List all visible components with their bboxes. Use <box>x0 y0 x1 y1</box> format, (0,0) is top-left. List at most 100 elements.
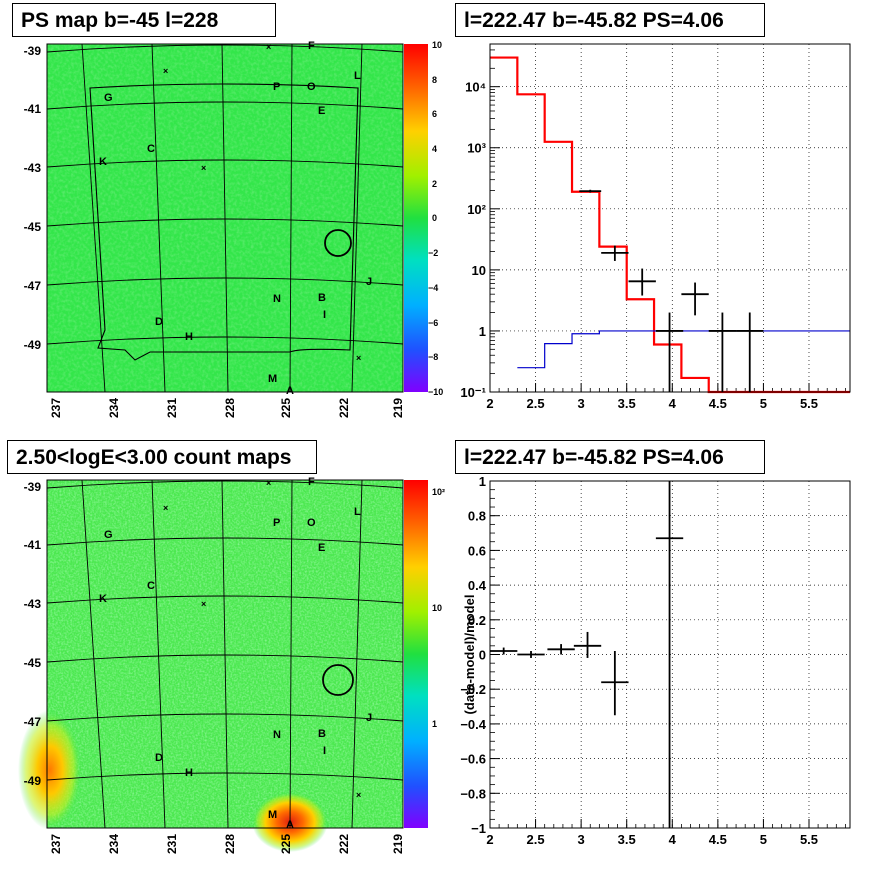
source-letter: I <box>323 309 326 321</box>
count-map-xtick: 219 <box>391 834 405 854</box>
y-tick-label: 10³ <box>467 141 486 156</box>
y-tick-label: 1 <box>479 324 486 339</box>
x-tick-label: 2 <box>486 832 493 847</box>
colorbar-bottom-labels: 10² 10 1 <box>432 487 445 729</box>
x-tick-label: 4 <box>669 832 677 847</box>
count-map-source-letters: F L P O G E C K J N B I D H M A <box>99 476 372 831</box>
ps-map-frame <box>46 43 404 393</box>
source-letter: L <box>354 506 361 518</box>
ps-map-ytick: -39 <box>24 44 42 58</box>
source-letter: B <box>318 728 326 740</box>
source-letter: I <box>323 745 326 757</box>
ps-map-xtick: 234 <box>107 398 121 418</box>
source-letter: G <box>104 92 113 104</box>
count-map-hotspot-edge <box>18 710 82 830</box>
source-letter: D <box>155 316 163 328</box>
histogram-step-line <box>490 56 850 394</box>
x-tick-label: 2.5 <box>527 396 545 411</box>
colorbar-top-label: 2 <box>432 179 437 189</box>
map-title-top: PS map b=-45 l=228 <box>12 3 276 37</box>
count-map-ytick: -41 <box>24 538 42 552</box>
colorbar-bottom-label: 10 <box>432 603 442 613</box>
source-letter: N <box>273 293 281 305</box>
source-letter: F <box>308 40 315 52</box>
ps-map-xtick: 231 <box>165 398 179 418</box>
source-letter: J <box>366 712 372 724</box>
ps-map-ytick: -45 <box>24 220 42 234</box>
source-letter: O <box>307 517 316 529</box>
residual-chart: 2 2.5 3 3.5 4 4.5 5 5.5 −1 −0.8 −0.6 −0.4 −0.2 0 0.2 0.… <box>460 474 851 847</box>
map-x-markers: × × × × × × × × <box>163 42 361 800</box>
count-map-xtick: 222 <box>337 834 351 854</box>
y-tick-label: 0.6 <box>468 543 486 558</box>
spectrum-title: l=222.47 b=-45.82 PS=4.06 <box>455 3 765 37</box>
source-letter: O <box>307 81 316 93</box>
count-map-ytick: -49 <box>24 774 42 788</box>
x-tick-label: 5.5 <box>800 396 818 411</box>
y-tick-label: −0.8 <box>460 786 486 801</box>
source-letter: N <box>273 729 281 741</box>
ps-map-ytick: -41 <box>24 102 42 116</box>
colorbar-top-label: 10 <box>432 40 442 50</box>
colorbar-top-label: −8 <box>428 352 438 362</box>
colorbar-top-label: 8 <box>432 75 437 85</box>
y-tick-label: 0.4 <box>468 578 487 593</box>
ps-map-y-ticks: -39 -41 -43 -45 -47 -49 <box>24 44 42 352</box>
source-letter: C <box>147 143 155 155</box>
x-tick-label: 4.5 <box>709 396 727 411</box>
ps-map-graticule <box>47 44 403 392</box>
y-tick-label: −0.4 <box>460 717 486 732</box>
y-tick-label: 10² <box>467 202 486 217</box>
y-tick-label: 10 <box>472 263 486 278</box>
source-letter: B <box>318 292 326 304</box>
y-tick-label: −1 <box>471 821 486 836</box>
source-letter: A <box>286 385 294 397</box>
x-tick-label: 4 <box>669 396 677 411</box>
x-tick-label: 3 <box>578 832 585 847</box>
histogram-step-line <box>517 330 850 369</box>
count-map-xtick: 237 <box>49 834 63 854</box>
count-map-xtick: 234 <box>107 834 121 854</box>
colorbar-top-label: −6 <box>428 318 438 328</box>
y-tick-label: 0.8 <box>468 509 486 524</box>
y-tick-label: 0 <box>479 648 486 663</box>
ps-map-ytick: -49 <box>24 338 42 352</box>
ps-map-ytick: -43 <box>24 161 42 175</box>
plot-frame <box>489 480 851 829</box>
x-marker: × <box>266 42 271 52</box>
ps-map-ytick: -47 <box>24 279 42 293</box>
x-marker: × <box>163 66 168 76</box>
colorbar-top-label: −10 <box>428 387 443 397</box>
x-marker: × <box>201 599 206 609</box>
source-letter: H <box>185 767 193 779</box>
source-letter: A <box>286 819 294 831</box>
x-marker: × <box>201 163 206 173</box>
count-map-panel <box>18 479 404 852</box>
ps-map-x-ticks: 237 234 231 228 225 222 219 <box>49 398 405 418</box>
ps-map-xtick: 222 <box>337 398 351 418</box>
x-tick-label: 2.5 <box>527 832 545 847</box>
y-tick-label: 10⁻¹ <box>460 385 486 400</box>
x-tick-label: 5 <box>760 396 767 411</box>
x-marker: × <box>163 503 168 513</box>
count-map-graticule <box>47 480 403 828</box>
colorbar-top-label: 0 <box>432 213 437 223</box>
ps-map-source-letters: F L P O G E C K J N B I D H M A <box>99 40 372 397</box>
y-tick-label: 10⁴ <box>465 80 486 95</box>
source-letter: E <box>318 105 325 117</box>
colorbar-top-labels: 10 8 6 4 2 0 −2 −4 −6 −8 −10 <box>428 40 443 397</box>
y-tick-label: 1 <box>479 474 486 489</box>
colorbar-top-label: 4 <box>432 144 437 154</box>
source-letter: C <box>147 580 155 592</box>
source-letter: F <box>308 476 315 488</box>
count-map-ytick: -39 <box>24 480 42 494</box>
plot-frame <box>489 43 851 393</box>
ps-map-xtick: 219 <box>391 398 405 418</box>
count-map-xtick: 231 <box>165 834 179 854</box>
source-letter: K <box>99 156 107 168</box>
x-tick-label: 3.5 <box>618 396 636 411</box>
ps-map-panel <box>46 43 404 393</box>
y-tick-label: −0.6 <box>460 752 486 767</box>
source-circle-bottom <box>322 664 354 696</box>
